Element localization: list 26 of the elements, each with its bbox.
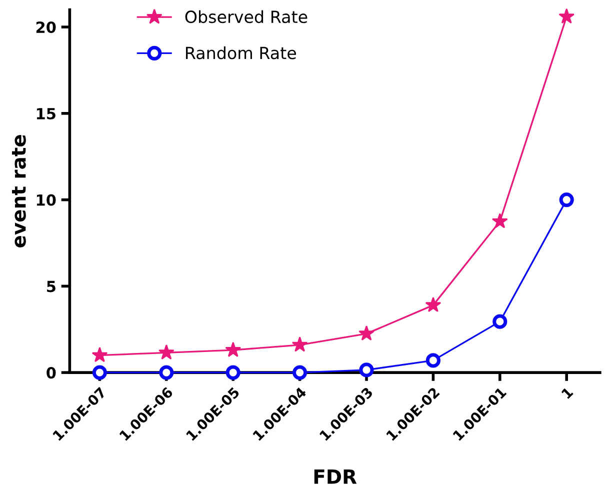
point: [92, 346, 108, 362]
y-axis-title: event rate: [12, 135, 26, 248]
point: [292, 336, 308, 352]
point: [225, 342, 242, 357]
point: [292, 365, 308, 380]
y-tick-label: 20: [36, 21, 56, 34]
point: [492, 314, 508, 329]
legend-label: Random Rate: [186, 46, 296, 60]
y-tick-label: 5: [47, 280, 56, 292]
point: [158, 344, 174, 360]
point: [425, 296, 442, 312]
point: [359, 362, 374, 378]
x-axis-title: FDR: [314, 470, 357, 484]
y-tick-label: 15: [36, 108, 56, 120]
point: [92, 365, 107, 380]
point: [358, 325, 374, 341]
x-tick-label: 1: [561, 386, 574, 399]
point: [426, 353, 440, 368]
y-tick-label: 0: [46, 367, 56, 379]
point: [226, 365, 240, 380]
legend-label: Observed Rate: [185, 10, 308, 24]
point: [559, 192, 574, 208]
y-tick-label: 10: [36, 194, 56, 206]
point: [492, 213, 508, 228]
point: [159, 365, 174, 380]
point: [558, 8, 575, 24]
